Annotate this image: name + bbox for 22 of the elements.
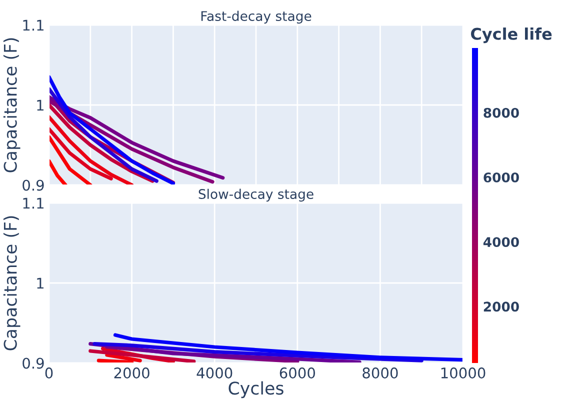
y-tick-label: 1.1 <box>23 20 44 31</box>
x-tick-label: 4000 <box>196 367 232 378</box>
color-bar-label: 6000 <box>484 172 519 182</box>
chart-title: Slow-decay stage <box>198 188 314 202</box>
y-tick-label: 1.1 <box>23 198 44 209</box>
y-axis-title: Capacitance (F) <box>3 38 20 172</box>
x-tick-label: 10000 <box>441 367 486 378</box>
chart-title: Fast-decay stage <box>201 10 312 24</box>
color-bar-title: Cycle life <box>470 28 552 44</box>
x-tick-label: 8000 <box>362 367 398 378</box>
color-bar-label: 4000 <box>483 237 519 248</box>
y-tick-label: 0.9 <box>22 180 44 191</box>
y-tick-label: 1 <box>37 278 44 289</box>
x-axis-title: Cycles <box>228 381 284 398</box>
x-tick-label: 6000 <box>280 367 315 378</box>
x-tick-label: 0 <box>45 367 53 378</box>
color-bar-label: 2000 <box>484 302 519 312</box>
y-axis-title: Capacitance (F) <box>3 216 20 350</box>
y-tick-label: 0.9 <box>22 358 44 369</box>
color-bar-label: 8000 <box>484 108 519 118</box>
x-tick-label: 2000 <box>114 367 150 378</box>
y-tick-label: 1 <box>37 100 44 111</box>
